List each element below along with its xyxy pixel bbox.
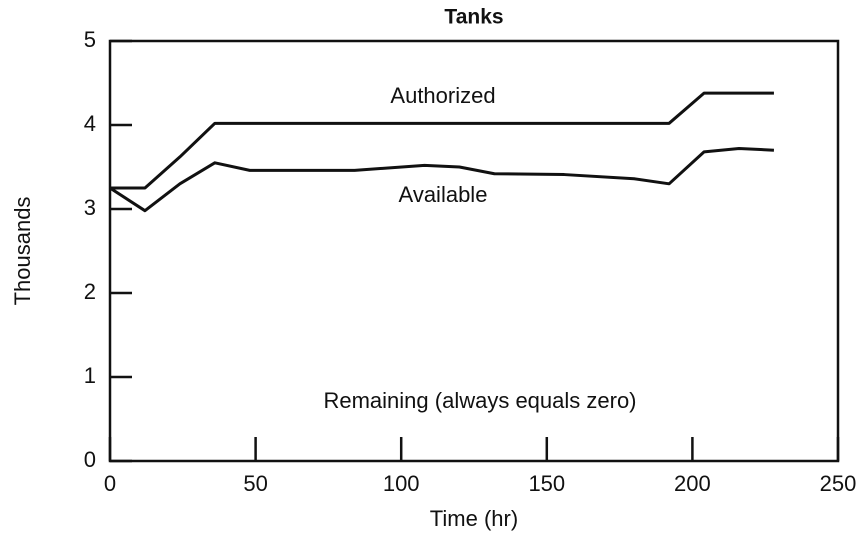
x-tick-label: 50 <box>243 471 267 496</box>
x-tick-label: 0 <box>104 471 116 496</box>
y-tick-label: 3 <box>84 195 96 220</box>
series-line <box>110 91 774 190</box>
y-tick-label: 2 <box>84 279 96 304</box>
x-tick-label: 150 <box>528 471 565 496</box>
y-tick-label: 5 <box>84 27 96 52</box>
x-tick-label: 250 <box>820 471 857 496</box>
series-label: Available <box>399 182 488 207</box>
x-tick-label: 100 <box>383 471 420 496</box>
y-tick-label: 0 <box>84 447 96 472</box>
x-tick-label: 200 <box>674 471 711 496</box>
plot-frame <box>108 39 840 463</box>
x-axis-label: Time (hr) <box>430 506 518 531</box>
y-axis-label: Thousands <box>10 197 35 306</box>
y-tick-label: 1 <box>84 363 96 388</box>
series-label: Authorized <box>390 83 495 108</box>
y-tick-label: 4 <box>84 111 96 136</box>
chart-title: Tanks <box>444 6 503 29</box>
series-line <box>109 147 775 213</box>
annotation: Remaining (always equals zero) <box>323 388 636 413</box>
